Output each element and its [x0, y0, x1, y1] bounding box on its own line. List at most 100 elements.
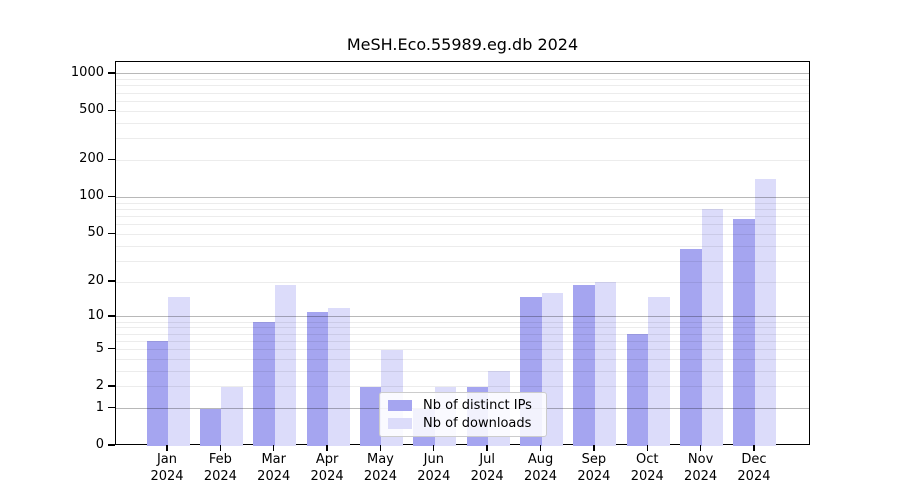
y-tick-label: 20	[87, 273, 104, 289]
gridline-900	[116, 79, 809, 81]
y-tick-label: 200	[79, 151, 104, 167]
gridline-6	[116, 340, 809, 342]
x-tick-mark	[486, 445, 488, 451]
gridline-600	[116, 100, 809, 102]
bar-distinct-ips	[573, 284, 595, 446]
gridline-8	[116, 327, 809, 329]
y-tick-label: 1000	[70, 64, 104, 80]
gridline-5	[116, 349, 809, 350]
bar-distinct-ips	[359, 386, 382, 446]
x-tick-mark	[166, 445, 168, 451]
gridline-100	[116, 196, 809, 198]
x-tick-label-mar: Mar 2024	[257, 452, 291, 484]
bar-downloads	[274, 284, 297, 446]
gridline-9	[116, 321, 809, 323]
bar-downloads	[168, 296, 190, 446]
gridline-7	[116, 333, 809, 335]
x-tick-label-nov: Nov 2024	[684, 452, 718, 484]
y-tick-label: 2	[95, 377, 104, 393]
grid-layer	[116, 62, 809, 444]
bars-layer	[116, 62, 809, 446]
legend-item: Nb of distinct IPs	[388, 398, 538, 413]
x-tick-label-jul: Jul 2024	[470, 452, 504, 484]
y-tick-mark	[108, 406, 115, 409]
gridline-1000	[116, 73, 809, 75]
y-tick-mark	[108, 109, 115, 111]
bar-distinct-ips	[146, 341, 168, 446]
gridline-10	[116, 316, 809, 318]
y-tick-mark	[108, 280, 115, 282]
plot-area: Nb of distinct IPs Nb of downloads	[115, 61, 810, 446]
x-tick-label-dec: Dec 2024	[737, 452, 771, 484]
x-tick-mark	[433, 445, 435, 451]
bar-downloads	[328, 307, 350, 446]
y-tick-mark	[108, 444, 115, 446]
legend-label: Nb of downloads	[423, 416, 532, 431]
x-tick-mark	[593, 445, 595, 451]
y-tick-label: 100	[79, 188, 104, 204]
x-tick-label-jan: Jan 2024	[150, 452, 184, 484]
gridline-4	[116, 358, 809, 360]
y-tick-label: 1	[95, 399, 104, 415]
gridline-2	[116, 386, 809, 388]
x-tick-label-apr: Apr 2024	[310, 452, 344, 484]
x-tick-label-oct: Oct 2024	[630, 452, 664, 484]
bar-distinct-ips	[680, 248, 702, 446]
bar-downloads	[594, 282, 617, 446]
bar-distinct-ips	[733, 218, 755, 446]
x-tick-mark	[219, 445, 222, 451]
bar-downloads	[221, 386, 243, 446]
bar-distinct-ips	[626, 334, 649, 446]
bar-distinct-ips	[199, 408, 222, 446]
chart-title: MeSH.Eco.55989.eg.db 2024	[346, 35, 579, 54]
x-tick-label-may: May 2024	[363, 452, 397, 484]
x-tick-mark	[326, 445, 328, 451]
y-tick-mark	[108, 232, 115, 234]
gridline-50	[116, 233, 809, 235]
gridline-400	[116, 122, 809, 124]
y-tick-mark	[108, 72, 115, 74]
y-tick-label: 5	[95, 340, 104, 356]
bar-downloads	[648, 296, 670, 446]
x-tick-label-feb: Feb 2024	[203, 452, 237, 484]
y-tick-mark	[108, 385, 115, 387]
x-tick-mark	[273, 445, 275, 451]
y-tick-label: 0	[95, 437, 104, 452]
legend-item: Nb of downloads	[388, 416, 538, 431]
bar-distinct-ips	[253, 322, 275, 446]
x-tick-label-jun: Jun 2024	[417, 452, 451, 484]
gridline-500	[116, 110, 809, 112]
y-tick-mark	[108, 347, 115, 350]
gridline-90	[116, 202, 809, 204]
legend: Nb of distinct IPs Nb of downloads	[379, 392, 547, 437]
y-tick-mark	[108, 195, 115, 198]
legend-label: Nb of distinct IPs	[423, 398, 532, 413]
x-tick-mark	[539, 445, 542, 451]
gridline-80	[116, 208, 809, 210]
gridline-40	[116, 245, 809, 247]
gridline-20	[116, 281, 809, 283]
bar-distinct-ips	[306, 312, 329, 446]
y-tick-label: 50	[87, 225, 104, 241]
gridline-300	[116, 138, 809, 140]
y-tick-mark	[108, 315, 115, 317]
legend-swatch	[388, 400, 412, 411]
gridline-70	[116, 215, 809, 217]
x-tick-label-sep: Sep 2024	[577, 452, 611, 484]
x-tick-mark	[646, 445, 648, 451]
y-tick-label: 10	[87, 307, 104, 323]
gridline-800	[116, 85, 809, 87]
legend-swatch	[388, 418, 412, 429]
bar-downloads	[701, 209, 724, 446]
y-tick-label: 500	[79, 102, 104, 118]
gridline-700	[116, 92, 809, 94]
bar-downloads	[754, 179, 777, 446]
x-tick-mark	[753, 445, 755, 451]
x-tick-mark	[699, 445, 702, 451]
y-tick-mark	[108, 158, 115, 161]
x-tick-mark	[379, 445, 382, 451]
gridline-3	[116, 370, 809, 372]
x-tick-label-aug: Aug 2024	[523, 452, 558, 484]
gridline-30	[116, 260, 809, 262]
